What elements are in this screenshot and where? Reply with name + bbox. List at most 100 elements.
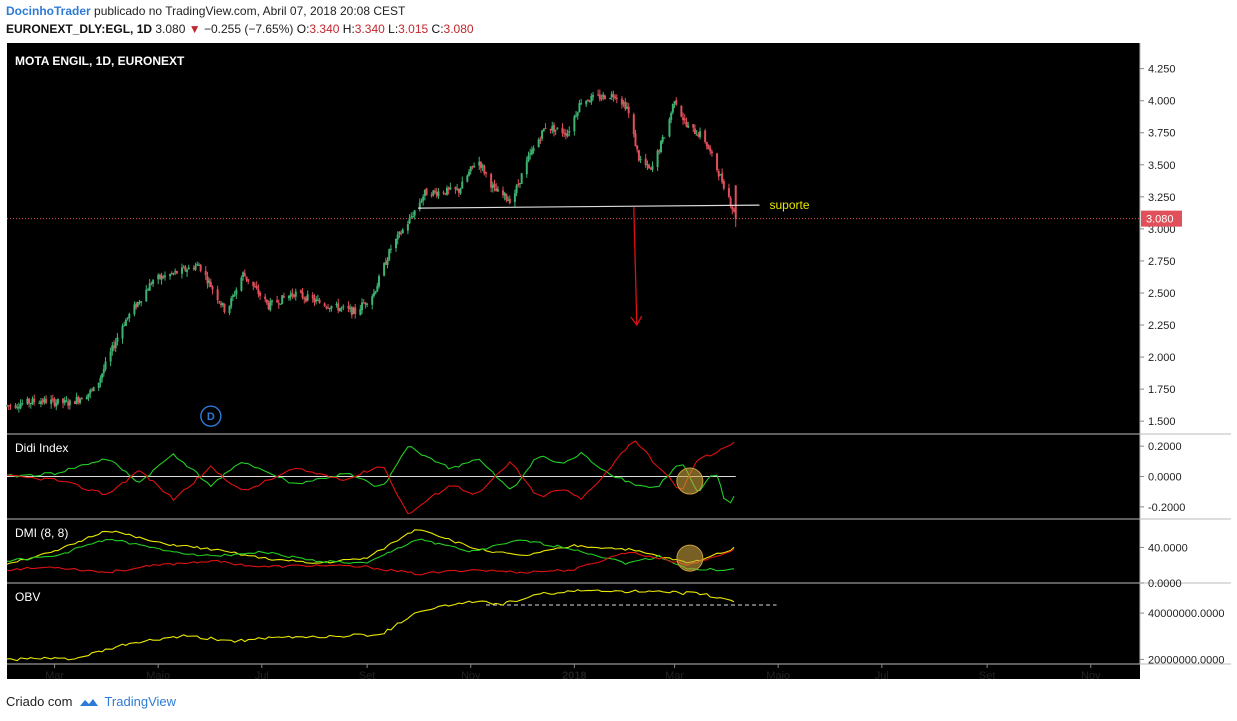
candle-body [705, 142, 708, 147]
candle-body [479, 161, 482, 169]
candle-body [169, 274, 172, 277]
y-tick-label: 3.500 [1148, 160, 1176, 172]
candle-body [281, 295, 284, 305]
candle-body [14, 405, 17, 408]
candle-body [527, 155, 530, 161]
candle-body [478, 161, 481, 166]
candle-body [77, 396, 80, 402]
indicator-line-yellow [6, 589, 735, 662]
x-tick-label: Maio [146, 670, 170, 682]
candle-body [199, 264, 202, 271]
candle-body [663, 137, 666, 139]
candle-body [325, 306, 328, 308]
candle-body [330, 305, 333, 309]
candle-body [16, 406, 19, 408]
candle-body [216, 289, 219, 301]
candle-body [352, 308, 355, 314]
candle-body [55, 402, 58, 407]
candle-body [140, 301, 143, 303]
candle-body [425, 188, 428, 196]
candle-body [337, 303, 340, 311]
candle-body [287, 295, 290, 299]
candle-body [269, 301, 272, 311]
candle-body [496, 189, 499, 192]
candle-body [561, 127, 564, 134]
candle-body [658, 150, 661, 152]
candle-body [62, 398, 65, 404]
candle-body [374, 291, 377, 294]
candle-body [406, 224, 409, 231]
candle-body [116, 337, 119, 342]
candle-body [422, 196, 425, 201]
candle-body [180, 267, 183, 274]
candle-body [469, 166, 472, 172]
change-value: −0.255 (−7.65%) [203, 22, 294, 36]
candle-body [566, 133, 569, 137]
candle-body [671, 103, 674, 113]
y-tick-label: 2.750 [1148, 256, 1176, 268]
candle-body [328, 308, 331, 310]
candle-body [192, 267, 195, 270]
candle-body [175, 271, 178, 274]
candle-body [254, 286, 257, 288]
candle-body [126, 317, 129, 319]
candle-body [67, 401, 70, 406]
candle-body [637, 150, 640, 161]
candle-body [727, 188, 730, 197]
x-tick-label: Mar [45, 670, 64, 682]
y-tick-label: 40000000.0000 [1148, 608, 1224, 620]
candle-body [138, 302, 141, 304]
candle-body [315, 299, 318, 302]
candle-body [695, 134, 698, 136]
candle-body [327, 307, 330, 309]
candle-body [89, 390, 92, 394]
candle-body [289, 294, 292, 297]
candle-body [101, 373, 104, 378]
candle-body [610, 93, 613, 98]
y-tick-label: 4.250 [1148, 64, 1176, 76]
candle-body [364, 302, 367, 305]
candle-body [182, 267, 185, 269]
candle-body [609, 98, 612, 100]
candle-body [597, 94, 600, 96]
x-tick-label: Jul [875, 670, 889, 682]
candle-body [342, 306, 345, 308]
candle-body [104, 361, 107, 370]
candle-body [220, 303, 223, 306]
candle-body [252, 281, 255, 287]
candle-body [491, 184, 494, 188]
chart-canvas[interactable]: 4.250 4.000 3.750 3.500 3.250 3.000 2.750 2.500… [6, 42, 1231, 687]
candle-body [264, 296, 267, 300]
candle-body [449, 187, 452, 190]
candle-body [564, 133, 567, 136]
candle-body [291, 293, 294, 296]
candle-body [659, 141, 662, 153]
candle-body [551, 125, 554, 131]
candle-body [128, 313, 131, 319]
candle-body [277, 303, 280, 305]
candle-body [396, 234, 399, 240]
y-tick-label: 3.000 [1148, 224, 1176, 236]
candle-body [136, 302, 139, 307]
candle-body [384, 261, 387, 265]
candle-body [378, 276, 381, 287]
candle-body [17, 407, 20, 409]
y-tick-label: 2.000 [1148, 352, 1176, 364]
candle-body [150, 283, 153, 285]
price-tag: 3.080 [1146, 214, 1174, 226]
close-label: C: [431, 22, 444, 36]
candle-body [354, 307, 357, 314]
candle-body [420, 200, 423, 203]
candle-body [413, 210, 416, 216]
candle-body [361, 302, 364, 311]
candle-body [160, 275, 163, 280]
candle-body [240, 277, 243, 291]
chart-title: MOTA ENGIL, 1D, EURONEXT [15, 54, 185, 68]
x-tick-label: Nov [1081, 670, 1101, 682]
author-link[interactable]: DocinhoTrader [6, 4, 91, 18]
candle-body [656, 150, 659, 168]
candle-body [350, 306, 353, 316]
tradingview-link[interactable]: TradingView [78, 694, 176, 709]
y-tick-label: 1.500 [1148, 416, 1176, 428]
candle-body [124, 319, 127, 326]
